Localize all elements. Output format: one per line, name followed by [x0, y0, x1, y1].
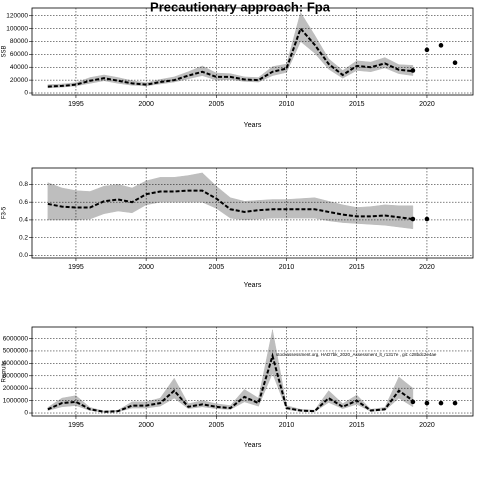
y-tick-label: 0.8 [19, 181, 28, 188]
x-axis-label: Years [244, 282, 262, 289]
forecast-point [410, 68, 416, 73]
x-tick-label: 2005 [209, 422, 225, 429]
plot-frame [31, 167, 474, 259]
y-tick-label: 0.6 [19, 199, 28, 206]
y-tick-label: 6000000 [3, 335, 29, 342]
confidence-band [117, 184, 133, 214]
x-axis-label: Years [244, 122, 262, 129]
y-tick-label: 100000 [6, 25, 28, 32]
y-tick-label: 2000000 [3, 385, 29, 392]
confidence-band [188, 172, 203, 203]
confidence-band [75, 190, 91, 221]
x-tick-label: 1995 [68, 422, 84, 429]
y-tick-label: 1000000 [3, 397, 29, 404]
confidence-band [300, 197, 315, 219]
y-axis-label: Recruits [2, 360, 8, 382]
estimate-line [47, 26, 413, 88]
x-tick-label: 2005 [209, 264, 225, 271]
y-tick-label: 0 [24, 90, 28, 97]
y-tick-label: 40000 [10, 64, 28, 71]
confidence-band [328, 200, 343, 223]
y-axis-label: F3-5 [2, 206, 8, 219]
y-tick-label: 0.4 [19, 217, 28, 224]
x-tick-label: 2015 [349, 101, 365, 108]
y-axis-label: SSB [2, 45, 8, 57]
confidence-band [314, 34, 329, 70]
confidence-band [159, 177, 175, 203]
y-tick-label: 60000 [10, 51, 28, 58]
confidence-band [188, 65, 203, 80]
x-tick-label: 2015 [349, 422, 365, 429]
confidence-band [202, 400, 217, 409]
confidence-band [61, 187, 77, 221]
confidence-band [131, 180, 147, 214]
forecast-point [438, 43, 444, 48]
plot-frame [31, 326, 474, 417]
forecast-point [452, 60, 458, 66]
confidence-band [286, 12, 301, 73]
y-tick-label: 0 [24, 410, 28, 417]
confidence-band [173, 175, 189, 203]
y-tick-label: 120000 [6, 12, 28, 19]
x-axis-label: Years [244, 442, 262, 449]
estimate-line [47, 352, 414, 413]
y-tick-label: 20000 [10, 77, 28, 84]
forecast-point [410, 399, 416, 405]
plot-frame [31, 7, 474, 96]
forecast-point [424, 216, 430, 222]
confidence-band [230, 388, 245, 410]
x-tick-label: 2020 [419, 101, 435, 108]
y-tick-label: 4000000 [3, 360, 29, 367]
confidence-band [328, 58, 343, 79]
forecast-point [438, 400, 444, 406]
x-tick-label: 2010 [279, 422, 295, 429]
confidence-band [202, 172, 217, 209]
x-tick-label: 2010 [279, 264, 295, 271]
x-tick-label: 2015 [349, 264, 365, 271]
estimate-line [47, 189, 414, 221]
x-tick-label: 2000 [138, 264, 154, 271]
x-tick-label: 2000 [138, 101, 154, 108]
y-tick-label: 3000000 [3, 373, 29, 380]
y-tick-label: 0.2 [19, 234, 28, 241]
y-tick-label: 5000000 [3, 348, 29, 355]
forecast-point [452, 400, 458, 406]
confidence-band [244, 388, 259, 407]
x-tick-label: 2000 [138, 422, 154, 429]
confidence-band [356, 394, 372, 412]
confidence-band [300, 11, 315, 54]
x-tick-label: 2005 [209, 101, 225, 108]
x-tick-label: 1995 [68, 101, 84, 108]
y-tick-label: 80000 [10, 38, 28, 45]
y-tick-label: 0.0 [19, 252, 28, 259]
x-tick-label: 2020 [419, 422, 435, 429]
x-tick-label: 2020 [419, 264, 435, 271]
forecast-point [424, 47, 430, 53]
confidence-band [342, 60, 357, 79]
chart-title: Precautionary approach: Fpa [150, 0, 331, 14]
x-tick-label: 2010 [279, 101, 295, 108]
confidence-band [47, 182, 63, 221]
forecast-point [410, 216, 416, 222]
x-tick-label: 1995 [68, 264, 84, 271]
forecast-point [424, 400, 430, 406]
confidence-band [103, 74, 119, 84]
annotation: stockassessment.org, HAD7bk_2020_Assessm… [276, 352, 437, 357]
